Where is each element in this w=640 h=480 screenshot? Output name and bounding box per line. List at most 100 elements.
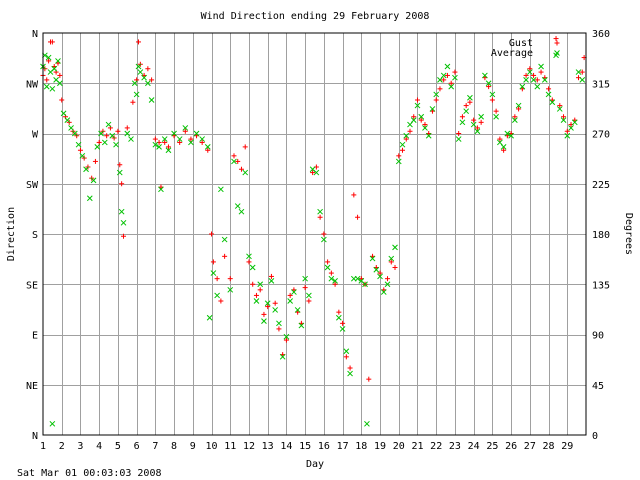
point-gust xyxy=(538,69,544,75)
x-tick-label: 19 xyxy=(374,441,386,452)
point-average xyxy=(51,65,58,72)
y-tick-label-right: 90 xyxy=(592,331,604,342)
point-average xyxy=(148,97,155,103)
y-tick-label-left: SE xyxy=(26,280,38,291)
point-gust xyxy=(489,97,495,103)
point-gust xyxy=(463,103,469,109)
point-average xyxy=(564,132,571,139)
point-average xyxy=(176,136,183,142)
y-tick-label-right: 135 xyxy=(592,280,610,291)
x-tick-label: 6 xyxy=(134,441,140,452)
point-gust xyxy=(396,153,402,159)
point-gust xyxy=(448,80,454,86)
x-tick-label: 1 xyxy=(40,441,46,452)
point-average xyxy=(519,83,526,90)
point-average xyxy=(541,77,548,83)
data-points xyxy=(40,36,587,427)
y-tick-label-left: N xyxy=(32,29,38,40)
point-average xyxy=(575,69,582,75)
point-average xyxy=(171,130,177,137)
point-gust xyxy=(467,99,473,105)
point-gust xyxy=(130,99,136,105)
point-gust xyxy=(257,287,263,293)
point-average xyxy=(116,169,123,176)
point-average xyxy=(306,292,312,299)
x-axis-label: Day xyxy=(306,459,324,470)
point-gust xyxy=(199,139,205,145)
point-average xyxy=(199,136,206,142)
point-gust xyxy=(222,253,228,259)
point-average xyxy=(276,320,282,327)
point-gust xyxy=(388,259,394,265)
point-average xyxy=(71,130,78,137)
point-average xyxy=(579,77,586,83)
x-tick-label: 13 xyxy=(262,441,274,452)
point-average xyxy=(45,54,52,61)
legend-marker-gust xyxy=(554,40,560,46)
point-average xyxy=(214,292,220,299)
point-average xyxy=(291,289,297,295)
y-tick-label-left: NW xyxy=(26,79,39,90)
point-average xyxy=(206,314,213,321)
point-gust xyxy=(121,233,127,239)
point-gust xyxy=(377,270,383,276)
point-gust xyxy=(283,337,289,343)
x-tick-label: 23 xyxy=(449,441,461,452)
point-average xyxy=(384,281,391,288)
point-average xyxy=(545,91,552,98)
point-gust xyxy=(46,58,52,64)
point-average xyxy=(526,69,533,75)
x-tick-label: 14 xyxy=(280,441,292,452)
point-gust xyxy=(59,97,65,103)
footer-timestamp: Sat Mar 01 00:03:03 2008 xyxy=(17,468,162,479)
x-tick-label: 22 xyxy=(430,441,442,452)
y-tick-label-left: SW xyxy=(26,180,39,191)
point-average xyxy=(268,278,275,284)
point-gust xyxy=(557,103,563,109)
point-gust xyxy=(44,77,50,83)
point-average xyxy=(377,273,383,280)
point-average xyxy=(440,72,447,79)
point-gust xyxy=(351,192,357,198)
point-average xyxy=(221,236,228,243)
x-tick-label: 4 xyxy=(96,441,102,452)
point-gust xyxy=(246,259,252,265)
point-average xyxy=(210,270,217,276)
point-gust xyxy=(182,128,188,134)
x-tick-label: 16 xyxy=(318,441,330,452)
y-axis-label-right: Degrees xyxy=(623,213,634,255)
point-average xyxy=(90,177,97,184)
point-average xyxy=(283,333,290,340)
point-average xyxy=(556,106,563,112)
point-gust xyxy=(268,273,274,279)
point-gust xyxy=(188,136,194,142)
point-gust xyxy=(145,66,151,72)
point-gust xyxy=(321,231,327,237)
chart-title: Wind Direction ending 29 February 2008 xyxy=(201,11,430,22)
point-average xyxy=(188,139,194,146)
point-average xyxy=(101,139,108,146)
point-average xyxy=(418,113,425,120)
point-average xyxy=(253,298,260,304)
point-gust xyxy=(227,276,233,282)
point-average xyxy=(343,348,350,355)
point-gust xyxy=(456,131,462,136)
point-gust xyxy=(531,72,537,78)
point-gust xyxy=(411,114,417,120)
point-average xyxy=(478,113,484,120)
point-average xyxy=(56,80,63,87)
point-gust xyxy=(250,281,256,287)
point-gust xyxy=(437,86,443,92)
point-gust xyxy=(441,77,447,83)
point-average xyxy=(373,266,380,273)
point-gust xyxy=(92,158,98,164)
point-average xyxy=(455,136,462,142)
point-gust xyxy=(149,77,155,83)
legend: Gust Average xyxy=(491,38,560,59)
legend-marker-average-glyph xyxy=(554,50,560,56)
point-average xyxy=(489,91,496,98)
point-average xyxy=(79,152,86,159)
point-average xyxy=(474,128,481,135)
point-average xyxy=(298,322,305,329)
point-gust xyxy=(340,320,346,326)
